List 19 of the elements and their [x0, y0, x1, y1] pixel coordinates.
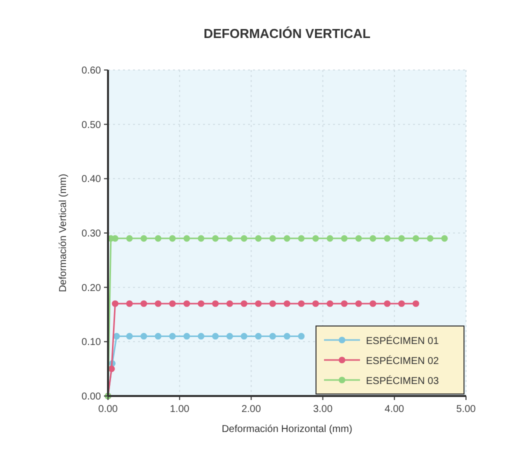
x-axis-title: Deformación Horizontal (mm): [222, 424, 352, 435]
y-tick-label: 0.10: [82, 337, 102, 348]
y-axis-title: Deformación Vertical (mm): [58, 174, 69, 292]
y-tick-label: 0.00: [82, 392, 102, 402]
legend-label: ESPÉCIMEN 01: [366, 335, 440, 347]
x-tick-label: 1.00: [170, 404, 190, 415]
y-tick-label: 0.50: [82, 120, 102, 131]
y-tick-label: 0.60: [82, 66, 102, 76]
legend-label: ESPÉCIMEN 03: [366, 375, 440, 387]
y-tick-label: 0.30: [82, 228, 102, 240]
y-tick-label: 0.20: [82, 282, 102, 294]
x-tick-label: 5.00: [456, 404, 476, 415]
legend-label: ESPÉCIMEN 02: [366, 355, 440, 367]
x-tick-label: 0.00: [98, 404, 118, 415]
x-tick-label: 3.00: [313, 404, 333, 415]
x-tick-label: 4.00: [384, 404, 405, 415]
y-tick-label: 0.40: [82, 174, 102, 186]
chart-title: DEFORMACIÓN VERTICAL: [204, 26, 370, 41]
x-tick-label: 2.00: [241, 404, 262, 415]
